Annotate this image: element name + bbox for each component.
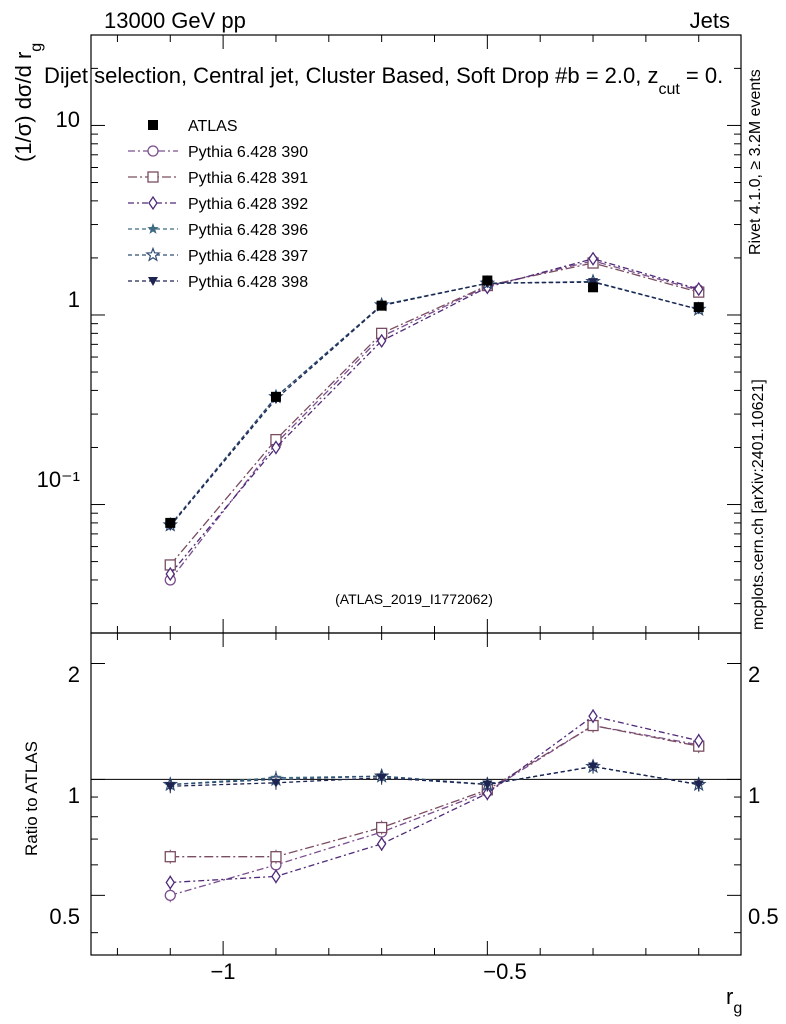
ratio-point-pythia-6-428-392 [271, 869, 281, 884]
ratio-point-pythia-6-428-392 [376, 836, 387, 852]
ratio-line-pythia-6-428-392 [170, 715, 699, 884]
series-line-pythia-6-428-396 [169, 280, 699, 527]
x-tick-label-neg05: −0.5 [483, 959, 526, 984]
ratio-point-pythia-6-428-398 [482, 780, 493, 790]
series-line-pythia-6-428-391 [169, 262, 699, 566]
legend-marker-pythia-6-428-398 [148, 277, 158, 286]
legend-label-atlas: ATLAS [188, 118, 238, 135]
ratio-point-pythia-6-428-391 [164, 851, 176, 863]
point-atlas [588, 282, 599, 293]
ratio-line-pythia-6-428-398 [170, 765, 699, 787]
ratio-point-pythia-6-428-398 [693, 780, 704, 790]
legend: ATLAS Pythia 6.428 390 Pythia 6.428 391 … [128, 118, 308, 291]
y-tick-label-1: 1 [68, 287, 80, 312]
main-y-label: (1/σ) dσ/d rg [11, 43, 45, 162]
ratio-point-pythia-6-428-390 [164, 889, 176, 901]
legend-marker-atlas [148, 120, 158, 130]
ratio-point-pythia-6-428-392 [165, 875, 176, 890]
x-tick-label-neg1: −1 [210, 959, 235, 984]
legend-label-390: Pythia 6.428 390 [188, 144, 308, 161]
legend-label-398: Pythia 6.428 398 [188, 274, 308, 291]
main-series-layer [162, 251, 707, 586]
ratio-tick-label-1-right: 1 [748, 783, 760, 808]
category-label: Jets [690, 8, 730, 33]
ratio-line-pythia-6-428-396 [170, 765, 699, 786]
point-atlas [693, 302, 704, 313]
mcplots-label: mcplots.cern.ch [arXiv:2401.10621] [750, 379, 767, 630]
ratio-tick-label-0p5-left: 0.5 [49, 904, 80, 929]
ratio-point-pythia-6-428-398 [376, 773, 387, 783]
legend-marker-pythia-6-428-391 [147, 171, 159, 183]
ratio-tick-label-1-left: 1 [68, 783, 80, 808]
ratio-point-pythia-6-428-392 [693, 733, 704, 748]
series-line-pythia-6-428-397 [169, 280, 699, 526]
legend-marker-pythia-6-428-392 [148, 195, 158, 211]
ratio-tick-label-0p5-right: 0.5 [748, 904, 779, 929]
legend-label-391: Pythia 6.428 391 [188, 170, 308, 187]
point-atlas [482, 275, 493, 286]
point-atlas [165, 517, 176, 528]
series-line-pythia-6-428-398 [169, 281, 699, 527]
ratio-point-pythia-6-428-398 [270, 778, 281, 788]
ratio-point-pythia-6-428-392 [588, 708, 598, 724]
ratio-point-pythia-6-428-398 [165, 782, 176, 792]
point-pythia-6-428-392 [693, 281, 704, 297]
point-atlas [376, 300, 387, 311]
ratio-point-pythia-6-428-398 [588, 762, 599, 772]
legend-marker-pythia-6-428-396 [147, 223, 159, 234]
y-tick-label-0p1: 10⁻¹ [37, 467, 80, 492]
point-pythia-6-428-392 [271, 440, 281, 455]
point-atlas [270, 391, 281, 402]
ratio-point-pythia-6-428-391 [270, 851, 282, 863]
ratio-line-pythia-6-428-390 [170, 724, 699, 896]
legend-label-397: Pythia 6.428 397 [188, 248, 308, 265]
ratio-tick-label-2-left: 2 [68, 662, 80, 687]
x-axis-label: rg [726, 984, 742, 1017]
ratio-point-pythia-6-428-392 [482, 786, 493, 801]
series-line-pythia-6-428-390 [169, 260, 699, 581]
legend-label-396: Pythia 6.428 396 [188, 222, 308, 239]
ratio-tick-label-2-right: 2 [748, 662, 760, 687]
ratio-line-pythia-6-428-391 [170, 724, 699, 858]
point-pythia-6-428-392 [376, 333, 387, 349]
rivet-label: Rivet 4.1.0, ≥ 3.2M events [747, 69, 764, 255]
legend-label-392: Pythia 6.428 392 [188, 196, 308, 213]
plot-title: Dijet selection, Central jet, Cluster Ba… [44, 63, 723, 98]
ratio-series-layer [162, 708, 707, 903]
ratio-line-pythia-6-428-397 [170, 765, 699, 786]
legend-marker-pythia-6-428-397 [145, 246, 161, 262]
legend-marker-pythia-6-428-390 [147, 145, 159, 157]
analysis-label: (ATLAS_2019_I1772062) [335, 591, 493, 607]
series-line-pythia-6-428-392 [169, 258, 699, 575]
point-pythia-6-428-392 [588, 251, 598, 266]
y-tick-label-10: 10 [56, 107, 80, 132]
ratio-y-label: Ratio to ATLAS [22, 741, 41, 856]
ratio-point-pythia-6-428-391 [376, 821, 388, 834]
point-pythia-6-428-392 [165, 566, 176, 582]
ratio-plot-frame [90, 632, 742, 956]
energy-label: 13000 GeV pp [104, 8, 246, 33]
